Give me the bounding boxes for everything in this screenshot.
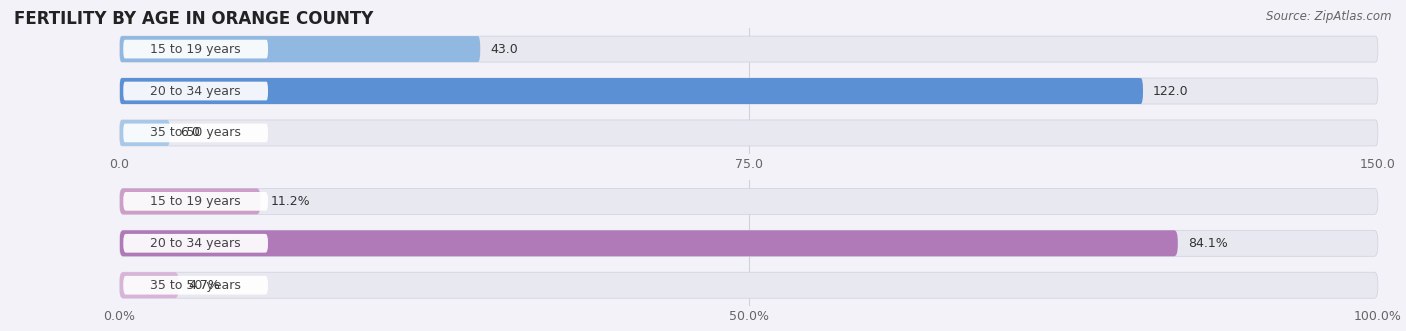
FancyBboxPatch shape xyxy=(124,192,269,211)
Text: 6.0: 6.0 xyxy=(180,126,200,139)
FancyBboxPatch shape xyxy=(120,230,1378,256)
Text: 43.0: 43.0 xyxy=(491,43,517,56)
FancyBboxPatch shape xyxy=(124,276,269,295)
FancyBboxPatch shape xyxy=(120,188,1378,214)
Text: 20 to 34 years: 20 to 34 years xyxy=(150,84,240,98)
Text: 35 to 50 years: 35 to 50 years xyxy=(150,279,240,292)
FancyBboxPatch shape xyxy=(124,123,269,142)
Text: 122.0: 122.0 xyxy=(1153,84,1188,98)
Text: 4.7%: 4.7% xyxy=(188,279,221,292)
FancyBboxPatch shape xyxy=(120,120,170,146)
Text: 84.1%: 84.1% xyxy=(1188,237,1227,250)
Text: Source: ZipAtlas.com: Source: ZipAtlas.com xyxy=(1267,10,1392,23)
Text: FERTILITY BY AGE IN ORANGE COUNTY: FERTILITY BY AGE IN ORANGE COUNTY xyxy=(14,10,374,28)
FancyBboxPatch shape xyxy=(120,188,260,214)
FancyBboxPatch shape xyxy=(120,230,1178,256)
Text: 35 to 50 years: 35 to 50 years xyxy=(150,126,240,139)
FancyBboxPatch shape xyxy=(124,82,269,100)
FancyBboxPatch shape xyxy=(120,36,481,62)
FancyBboxPatch shape xyxy=(124,234,269,253)
FancyBboxPatch shape xyxy=(120,272,1378,298)
Text: 15 to 19 years: 15 to 19 years xyxy=(150,43,240,56)
Text: 20 to 34 years: 20 to 34 years xyxy=(150,237,240,250)
Text: 15 to 19 years: 15 to 19 years xyxy=(150,195,240,208)
Text: 11.2%: 11.2% xyxy=(270,195,311,208)
FancyBboxPatch shape xyxy=(124,40,269,59)
FancyBboxPatch shape xyxy=(120,120,1378,146)
FancyBboxPatch shape xyxy=(120,78,1143,104)
FancyBboxPatch shape xyxy=(120,272,179,298)
FancyBboxPatch shape xyxy=(120,36,1378,62)
FancyBboxPatch shape xyxy=(120,78,1378,104)
